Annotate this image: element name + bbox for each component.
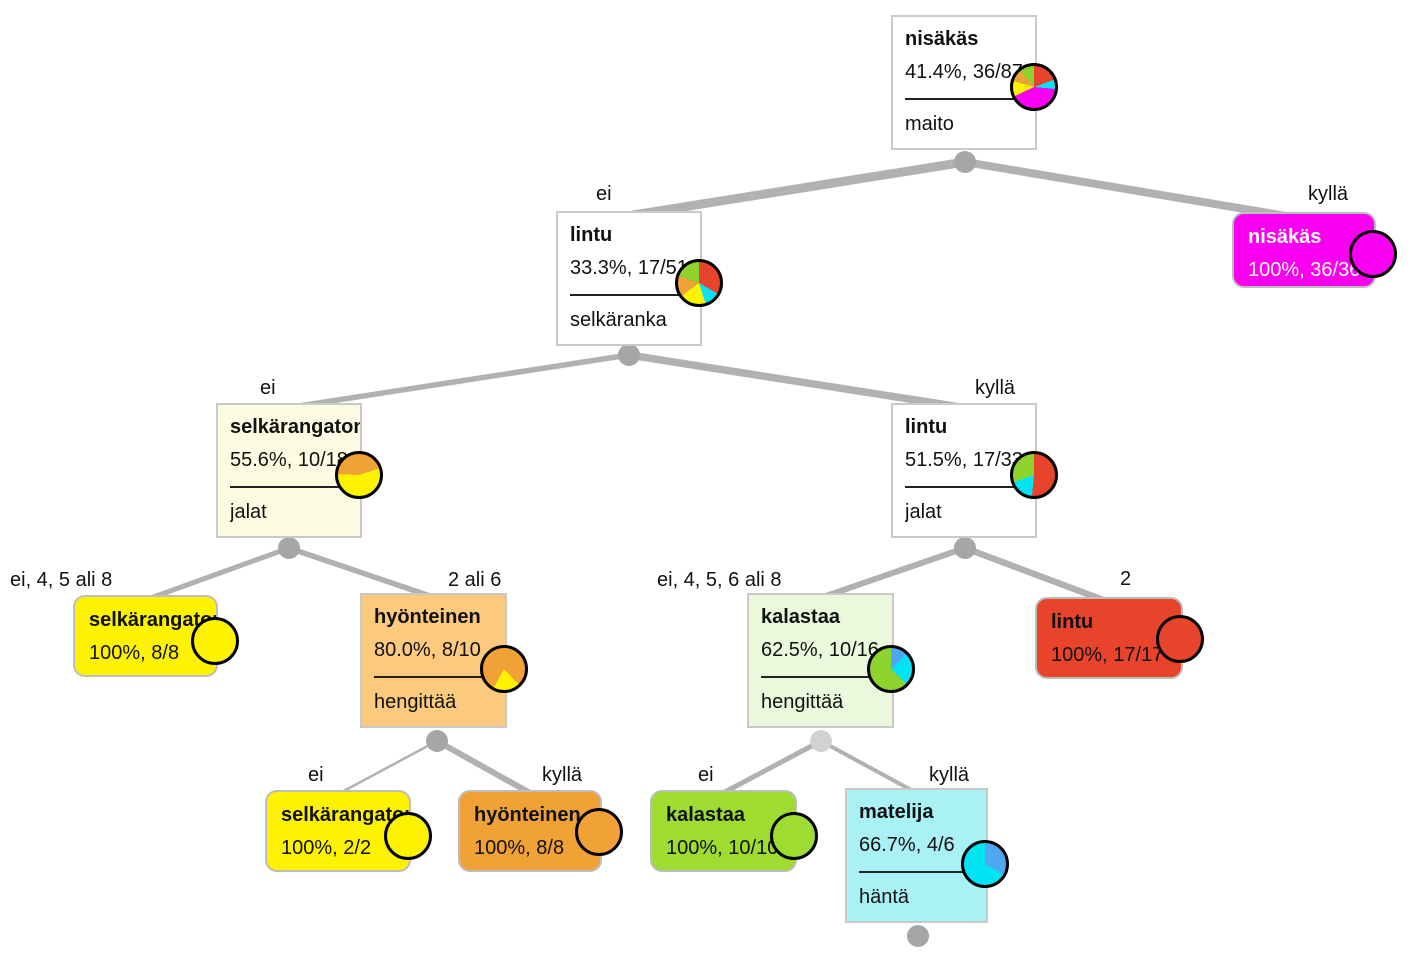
branch-dot-hyont4[interactable] [426, 730, 448, 752]
node-prediction-label: lintu [570, 224, 613, 246]
edge-label: kyllä [1308, 183, 1349, 205]
edge-lintu-selkarangaton [289, 352, 632, 410]
divider [859, 871, 986, 873]
tree-leaf-nisakas[interactable]: nisäkäs 100%, 36/36 [1232, 212, 1397, 288]
node-prediction-label: matelija [859, 801, 934, 823]
branch-dot-root[interactable] [954, 151, 976, 173]
edge-hyont-selkleaf [338, 739, 439, 795]
divider [374, 676, 505, 678]
edge-hyont-hyontleaf [434, 738, 533, 796]
tree-node-matelija[interactable]: matelija 66.7%, 4/6 häntä [845, 788, 1009, 923]
class-color-icon [1349, 230, 1397, 278]
tree-node-selkarangaton[interactable]: selkärangaton 55.6%, 10/18 jalat [216, 403, 383, 538]
node-prediction-label: hyönteinen [474, 804, 581, 826]
edge-lintu-kalastaa [820, 545, 968, 600]
class-distribution-pie-icon [675, 259, 723, 307]
edge-label: ei [260, 377, 276, 399]
node-prediction-label: lintu [1051, 611, 1094, 633]
node-prediction-label: nisäkäs [1248, 226, 1322, 248]
node-confidence: 100%, 8/8 [474, 837, 565, 859]
class-distribution-pie-icon [335, 451, 383, 499]
node-split-field: häntä [859, 886, 910, 908]
divider [905, 486, 1035, 488]
class-distribution-pie-icon [480, 645, 528, 693]
branch-dot-lintu2[interactable] [618, 344, 640, 366]
tree-node-kalastaa[interactable]: kalastaa 62.5%, 10/16 hengittää [747, 593, 915, 728]
tree-leaf-selkarangaton-8[interactable]: selkärangaton 100%, 8/8 [73, 595, 239, 677]
node-confidence: 62.5%, 10/16 [761, 639, 879, 661]
node-split-field: jalat [230, 501, 267, 523]
node-confidence: 100%, 2/2 [281, 837, 372, 859]
branch-dot-lintu3[interactable] [954, 537, 976, 559]
node-split-field: jalat [905, 501, 942, 523]
edge-label: kyllä [929, 764, 970, 786]
edge-lintu-lintuleaf [961, 544, 1110, 605]
node-split-field: selkäranka [570, 309, 667, 331]
divider [230, 486, 360, 488]
edge-label: 2 ali 6 [448, 569, 502, 591]
node-split-field: hengittää [374, 691, 457, 713]
tree-node-lintu[interactable]: lintu 33.3%, 17/51 selkäranka [556, 211, 723, 346]
class-color-icon [191, 617, 239, 665]
edge-selk-leaf [145, 545, 292, 602]
edge-selk-hyonteinen [286, 545, 436, 600]
node-confidence: 100%, 17/17 [1051, 644, 1164, 666]
class-distribution-pie-icon [961, 840, 1009, 888]
class-color-icon [575, 808, 623, 856]
class-distribution-pie-icon [867, 645, 915, 693]
node-prediction-label: selkärangaton [89, 609, 216, 631]
tree-leaf-hyonteinen[interactable]: hyönteinen 100%, 8/8 [458, 790, 623, 872]
edge-lintu-lintu [625, 351, 964, 411]
node-prediction-label: selkärangaton [281, 804, 409, 826]
node-confidence: 100%, 36/36 [1248, 259, 1361, 281]
divider [761, 676, 892, 678]
node-confidence: 100%, 10/10 [666, 837, 779, 859]
edge-label: ei [308, 764, 324, 786]
tree-leaf-kalastaa[interactable]: kalastaa 100%, 10/10 [650, 790, 818, 872]
node-split-field: hengittää [761, 691, 844, 713]
edge-root-nisakas [961, 158, 1302, 222]
tree-node-root-nisakas[interactable]: nisäkäs 41.4%, 36/87 maito [891, 15, 1058, 150]
node-confidence: 51.5%, 17/33 [905, 449, 1023, 471]
divider [905, 98, 1035, 100]
node-confidence: 41.4%, 36/87 [905, 61, 1023, 83]
edge-label: ei [698, 764, 714, 786]
edge-label: ei, 4, 5, 6 ali 8 [657, 569, 782, 591]
edge-label: ei, 4, 5 ali 8 [10, 569, 113, 591]
class-color-icon [384, 812, 432, 860]
edge-kala-matelija [819, 739, 915, 793]
tree-node-lintu-2[interactable]: lintu 51.5%, 17/33 jalat [891, 403, 1058, 538]
edge-label: 2 [1120, 568, 1132, 590]
collapsed-subtree-dot-matelija[interactable] [907, 925, 929, 947]
edge-label: ei [596, 183, 612, 205]
class-distribution-pie-icon [1010, 451, 1058, 499]
node-split-field: maito [905, 113, 954, 135]
branch-dot-kala4[interactable] [810, 730, 832, 752]
node-prediction-label: nisäkäs [905, 28, 979, 50]
class-color-icon [770, 812, 818, 860]
class-distribution-pie-icon [1010, 63, 1058, 111]
node-confidence: 80.0%, 8/10 [374, 639, 481, 661]
node-prediction-label: kalastaa [761, 606, 840, 628]
edge-kala-kalaleaf [720, 738, 824, 796]
branch-dot-selk3[interactable] [278, 537, 300, 559]
divider [570, 294, 700, 296]
node-prediction-label: selkärangaton [230, 416, 360, 438]
node-confidence: 33.3%, 17/51 [570, 257, 688, 279]
node-confidence: 66.7%, 4/6 [859, 834, 955, 856]
node-confidence: 100%, 8/8 [89, 642, 180, 664]
tree-node-hyonteinen[interactable]: hyönteinen 80.0%, 8/10 hengittää [360, 593, 528, 728]
node-prediction-label: kalastaa [666, 804, 745, 826]
edge-root-lintu [628, 157, 970, 220]
edge-label: kyllä [542, 764, 583, 786]
edge-label: kyllä [975, 377, 1016, 399]
node-confidence: 55.6%, 10/18 [230, 449, 348, 471]
node-prediction-label: hyönteinen [374, 606, 481, 628]
tree-leaf-lintu[interactable]: lintu 100%, 17/17 [1035, 597, 1204, 679]
tree-leaf-selkarangaton-2[interactable]: selkärangaton 100%, 2/2 [265, 790, 432, 872]
node-prediction-label: lintu [905, 416, 948, 438]
class-color-icon [1156, 615, 1204, 663]
